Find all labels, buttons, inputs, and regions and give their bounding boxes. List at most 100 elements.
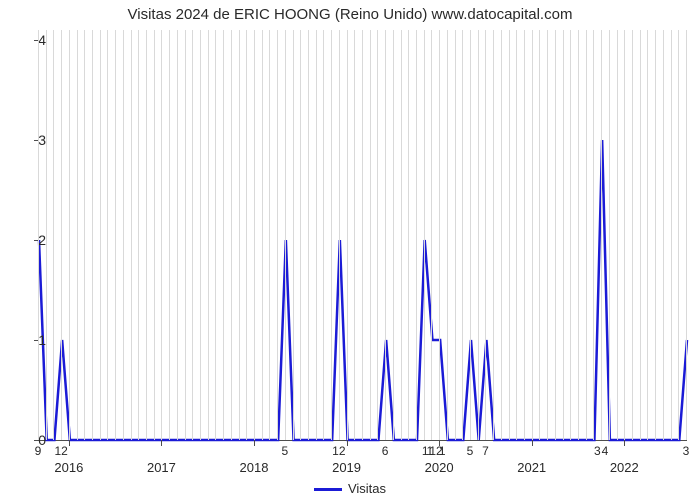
x-tick-mark [69,440,70,446]
x-gridline [470,30,471,440]
x-gridline [555,30,556,440]
x-gridline [300,30,301,440]
x-gridline [339,30,340,440]
series-line [39,140,687,440]
x-tick-label-year: 2017 [147,460,176,475]
x-gridline [316,30,317,440]
x-gridline [478,30,479,440]
x-gridline [509,30,510,440]
x-tick-label-month: 6 [382,444,389,458]
x-gridline [239,30,240,440]
x-gridline [586,30,587,440]
x-gridline [455,30,456,440]
x-gridline [678,30,679,440]
x-tick-label-month: 4 [602,444,609,458]
x-gridline [61,30,62,440]
x-gridline [578,30,579,440]
x-gridline [53,30,54,440]
x-gridline [84,30,85,440]
x-gridline [539,30,540,440]
x-gridline [370,30,371,440]
y-tick-mark [34,440,38,441]
x-gridline [408,30,409,440]
x-gridline [601,30,602,440]
x-tick-label-year: 2021 [517,460,546,475]
x-gridline [640,30,641,440]
x-gridline [547,30,548,440]
legend: Visitas [0,481,700,496]
chart-container: Visitas 2024 de ERIC HOONG (Reino Unido)… [0,0,700,500]
x-gridline [293,30,294,440]
x-gridline [377,30,378,440]
x-tick-label-month: 3 [683,444,690,458]
chart-title: Visitas 2024 de ERIC HOONG (Reino Unido)… [0,6,700,23]
x-gridline [46,30,47,440]
x-gridline [570,30,571,440]
x-gridline [100,30,101,440]
x-gridline [354,30,355,440]
x-gridline [416,30,417,440]
x-tick-label-year: 2020 [425,460,454,475]
x-gridline [563,30,564,440]
x-gridline [647,30,648,440]
x-gridline [185,30,186,440]
legend-swatch [314,488,342,491]
x-gridline [609,30,610,440]
x-gridline [593,30,594,440]
x-gridline [447,30,448,440]
x-gridline [671,30,672,440]
x-tick-label-year: 2019 [332,460,361,475]
x-gridline [77,30,78,440]
x-gridline [115,30,116,440]
x-gridline [632,30,633,440]
x-gridline [246,30,247,440]
x-gridline [192,30,193,440]
x-gridline [69,30,70,440]
x-tick-label-month: 5 [467,444,474,458]
x-gridline [107,30,108,440]
x-tick-label-month: 1 [439,444,446,458]
x-gridline [362,30,363,440]
x-tick-mark [532,440,533,446]
x-gridline [663,30,664,440]
x-gridline [123,30,124,440]
line-chart-svg [39,30,687,440]
x-gridline [269,30,270,440]
x-gridline [38,30,39,440]
x-gridline [323,30,324,440]
x-gridline [462,30,463,440]
x-gridline [169,30,170,440]
x-gridline [516,30,517,440]
x-gridline [655,30,656,440]
x-gridline [146,30,147,440]
x-gridline [617,30,618,440]
x-tick-label-year: 2022 [610,460,639,475]
x-tick-label-month: 3 [594,444,601,458]
x-gridline [285,30,286,440]
x-gridline [161,30,162,440]
x-gridline [393,30,394,440]
x-gridline [254,30,255,440]
x-tick-label-month: 12 [54,444,67,458]
x-gridline [385,30,386,440]
x-gridline [401,30,402,440]
x-gridline [439,30,440,440]
x-gridline [215,30,216,440]
x-gridline [686,30,687,440]
x-tick-mark [161,440,162,446]
x-gridline [331,30,332,440]
x-gridline [177,30,178,440]
x-tick-label-year: 2018 [240,460,269,475]
x-tick-mark [624,440,625,446]
x-gridline [92,30,93,440]
x-gridline [138,30,139,440]
x-tick-label-month: 5 [282,444,289,458]
x-gridline [532,30,533,440]
x-gridline [485,30,486,440]
x-gridline [347,30,348,440]
x-gridline [208,30,209,440]
x-gridline [277,30,278,440]
x-gridline [501,30,502,440]
x-gridline [231,30,232,440]
x-gridline [424,30,425,440]
